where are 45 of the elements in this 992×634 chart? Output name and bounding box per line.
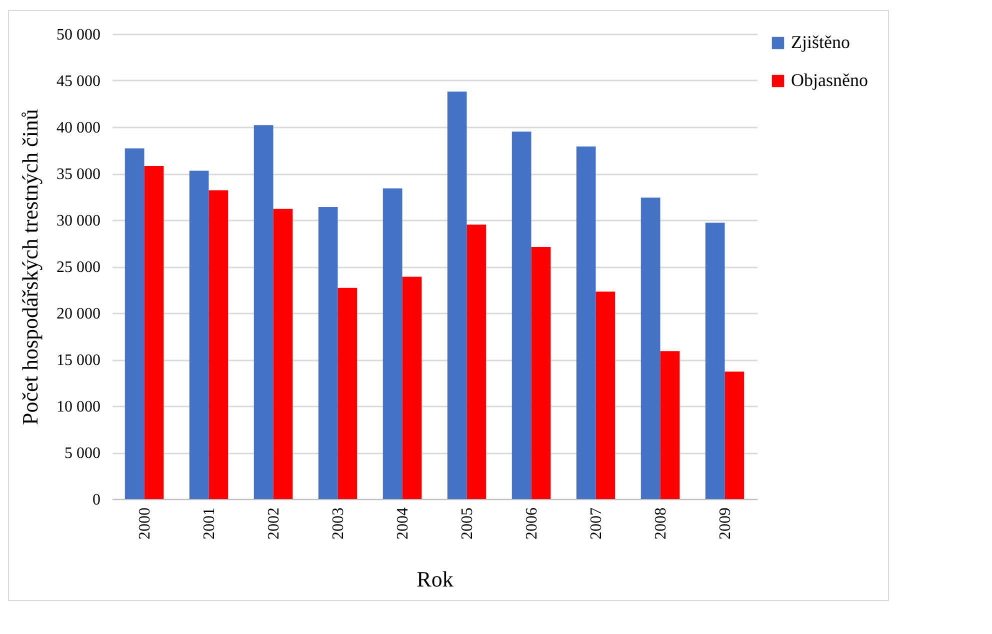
y-tick-label: 25 000: [56, 259, 100, 276]
bar: [189, 170, 209, 499]
x-tick-label: 2008: [652, 508, 670, 540]
bar: [318, 206, 338, 499]
x-tick-label: 2009: [716, 508, 734, 540]
y-tick-label: 30 000: [56, 212, 100, 230]
y-tick-label: 35 000: [56, 166, 100, 183]
y-tick-label: 10 000: [56, 398, 100, 416]
bar: [512, 132, 532, 499]
x-axis-title: Rok: [416, 566, 454, 592]
x-tick-label: 2006: [523, 508, 540, 540]
y-tick-label: 5 000: [64, 445, 100, 462]
bar: [705, 222, 725, 499]
bar: [531, 246, 551, 499]
y-tick-label: 15 000: [56, 352, 100, 369]
bar: [273, 208, 293, 499]
bar: [124, 148, 144, 499]
bar: [724, 372, 744, 499]
y-tick-label: 45 000: [56, 73, 100, 90]
x-tick-label: 2001: [200, 508, 218, 540]
y-axis-title: Počet hospodářských trestných činů: [18, 109, 42, 425]
x-tick-label: 2007: [588, 508, 605, 540]
bar: [640, 198, 660, 499]
x-tick-label: 2000: [136, 508, 154, 540]
x-tick-label: 2004: [394, 508, 412, 540]
bar: [660, 351, 680, 499]
bar: [596, 292, 616, 499]
bar: [402, 276, 422, 499]
bar: [208, 190, 228, 499]
y-tick-label: 50 000: [56, 26, 100, 44]
x-tick-label: 2002: [265, 508, 282, 540]
x-tick-label: 2003: [330, 508, 347, 540]
bar: [382, 188, 402, 499]
bar: [254, 125, 274, 499]
legend-label: Objasněno: [791, 70, 868, 90]
y-tick-label: 0: [92, 492, 100, 508]
bar: [466, 224, 486, 499]
x-tick-label: 2005: [458, 508, 476, 540]
y-tick-label: 40 000: [56, 120, 100, 136]
legend-label: Zjištěno: [791, 32, 850, 52]
bar: [144, 166, 164, 499]
bar: [576, 146, 596, 499]
bar: [338, 288, 358, 499]
bar: [447, 92, 467, 499]
y-tick-label: 20 000: [56, 306, 100, 322]
